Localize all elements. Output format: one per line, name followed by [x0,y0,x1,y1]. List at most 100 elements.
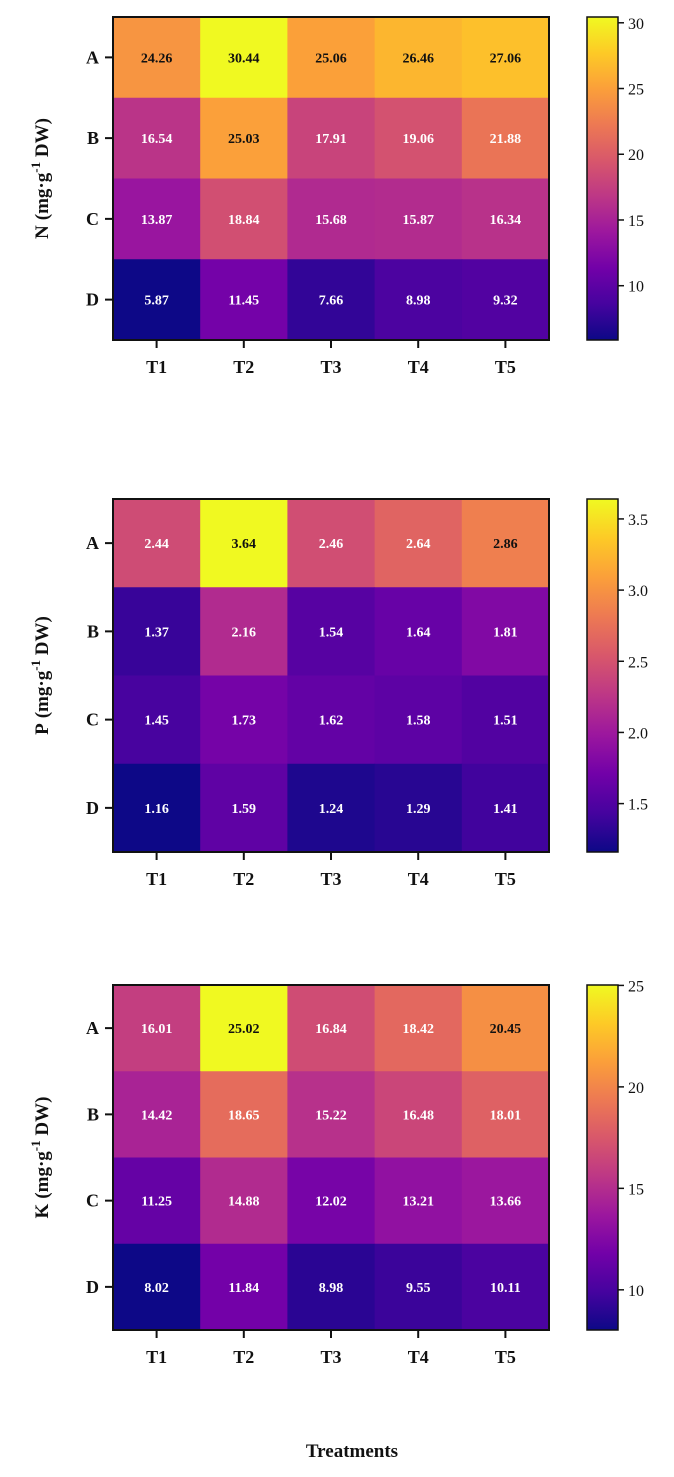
heatmap-cell [374,259,463,341]
y-axis-title-tail: DW) [32,616,53,660]
cell-value-label: 13.66 [490,1195,522,1210]
y-axis-title: N (mg·g-1 DW) [28,118,53,239]
heatmap-cell [287,763,376,853]
cell-value-label: 8.98 [406,294,431,309]
heatmap-cell [113,259,201,341]
heatmap-cell [113,1157,201,1245]
cell-value-label: 2.44 [144,537,169,552]
cell-value-label: 1.81 [493,625,518,640]
cell-value-label: 18.65 [228,1108,260,1123]
heatmap-cell [461,259,550,341]
heatmap-cell [113,499,201,588]
y-axis-title-unit: (mg·g [32,1151,53,1199]
cell-value-label: 16.84 [315,1022,347,1037]
colorbar-tick-label: 2.0 [628,725,648,742]
y-axis-title-letter: K [32,1203,53,1218]
heatmap-cell [113,1243,201,1331]
heatmap-cell [461,985,550,1072]
heatmap-panel-p: 2.44 3.64 2.46 2.64 2.86 1.37 2.16 1.54 1.64 1.81… [28,498,648,889]
cell-value-label: 20.45 [490,1022,522,1037]
y-axis-title: K (mg·g-1 DW) [28,1097,53,1219]
cell-value-label: 7.66 [319,294,344,309]
heatmap-cell [287,499,376,588]
cell-value-label: 1.54 [319,625,344,640]
cell-value-label: 1.51 [493,714,518,729]
colorbar-tick-label: 25 [628,978,644,995]
cell-value-label: 13.21 [402,1195,434,1210]
heatmap-cell [461,675,550,765]
cell-value-label: 14.42 [141,1108,173,1123]
heatmap-cell [374,763,463,853]
heatmap-cell [461,17,550,99]
heatmap-cell [287,259,376,341]
x-tick-label: T5 [495,1347,516,1367]
colorbar-tick-label: 30 [628,16,644,33]
colorbar-tick-label: 25 [628,82,644,99]
cell-value-label: 16.01 [141,1022,173,1037]
x-axis-title: Treatments [306,1441,398,1462]
cell-value-label: 1.41 [493,802,518,817]
cell-value-label: 12.02 [315,1195,347,1210]
cell-value-label: 1.37 [144,625,169,640]
y-tick-label: D [86,798,99,818]
cell-value-label: 19.06 [402,132,434,147]
y-axis-title-sup: -1 [28,162,43,173]
heatmap-cell [200,675,288,765]
y-tick-label: A [86,47,99,67]
cell-value-label: 9.32 [493,294,518,309]
heatmap-cell [374,675,463,765]
cell-value-label: 16.48 [402,1108,434,1123]
y-tick-label: A [86,533,99,553]
colorbar-tick-label: 20 [628,147,644,164]
colorbar-tick-label: 3.0 [628,583,648,600]
cell-value-label: 1.62 [319,714,344,729]
cell-value-label: 18.42 [402,1022,434,1037]
heatmap-cell [113,17,201,99]
cell-value-label: 10.11 [490,1281,521,1296]
cell-value-label: 18.01 [490,1108,522,1123]
heatmap-cell [200,499,288,588]
cell-value-label: 18.84 [228,213,260,228]
cell-value-label: 16.54 [141,132,173,147]
heatmap-cell [287,587,376,676]
cell-value-label: 2.46 [319,537,344,552]
cell-value-label: 24.26 [141,51,173,66]
cell-value-label: 3.64 [232,537,257,552]
heatmap-cell [374,1157,463,1245]
heatmap-cell [374,97,463,179]
x-tick-label: T4 [408,1347,429,1367]
cell-value-label: 25.02 [228,1022,260,1037]
cell-value-label: 1.58 [406,714,431,729]
cell-value-label: 2.64 [406,537,431,552]
cell-value-label: 25.06 [315,51,347,66]
cell-value-label: 9.55 [406,1281,431,1296]
heatmap-cell [113,763,201,853]
x-tick-label: T4 [408,357,429,377]
cell-value-label: 11.25 [141,1195,172,1210]
cell-value-label: 1.29 [406,802,431,817]
colorbar-tick-label: 15 [628,1181,644,1198]
cell-value-label: 1.16 [144,802,169,817]
y-axis-title-tail: DW) [32,118,53,162]
heatmap-cell [461,763,550,853]
heatmap-cell [200,1157,288,1245]
heatmap-cell [287,985,376,1072]
cell-value-label: 8.98 [319,1281,344,1296]
y-axis-title-unit: (mg·g [32,172,53,220]
heatmap-cell [461,587,550,676]
heatmap-cell [113,178,201,260]
heatmap-cell [113,1071,201,1158]
y-axis-title-unit: (mg·g [32,670,53,718]
x-tick-label: T3 [320,869,341,889]
heatmap-cell [200,178,288,260]
cell-value-label: 21.88 [490,132,522,147]
heatmap-cell [461,1157,550,1245]
heatmap-cell [200,763,288,853]
heatmap-cell [374,985,463,1072]
heatmap-cell [461,1071,550,1158]
cell-value-label: 2.86 [493,537,518,552]
heatmap-panel-n: 24.26 30.44 25.06 26.46 27.06 16.54 25.03 17.91… [28,16,644,377]
colorbar-tick-label: 10 [628,1283,644,1300]
colorbar-tick-label: 3.5 [628,512,648,529]
y-tick-label: D [86,290,99,310]
